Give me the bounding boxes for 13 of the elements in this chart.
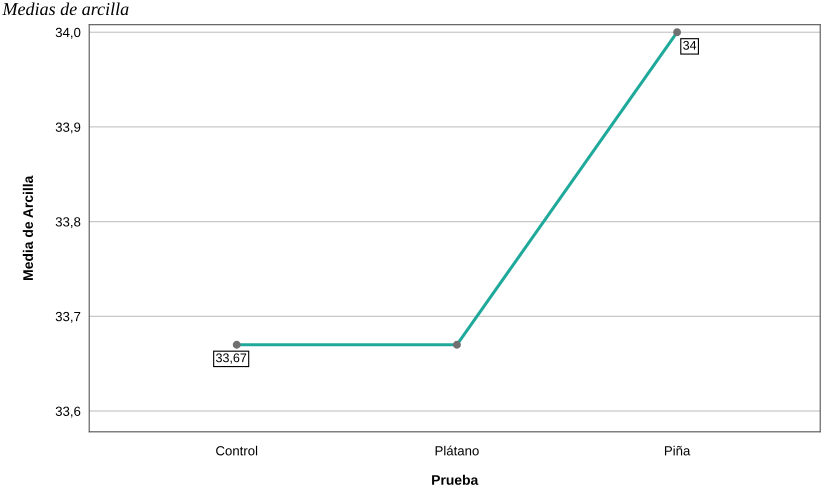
chart-title: Medias de arcilla — [2, 2, 128, 16]
y-tick-label: 34,0 — [56, 28, 80, 39]
data-label: 33,67 — [216, 353, 246, 364]
data-label: 34 — [683, 40, 696, 50]
y-tick-label: 33,9 — [56, 122, 80, 134]
x-tick-label: Piña — [664, 446, 690, 456]
y-tick-label: 33,8 — [56, 217, 80, 228]
y-tick-label: 33,6 — [56, 406, 80, 418]
y-axis-title: Media de Arcilla — [22, 176, 34, 280]
x-tick-label: Plátano — [436, 446, 479, 456]
x-tick-label: Control — [216, 446, 258, 456]
y-tick-label: 33,7 — [56, 312, 80, 323]
x-axis-title: Prueba — [432, 474, 478, 485]
